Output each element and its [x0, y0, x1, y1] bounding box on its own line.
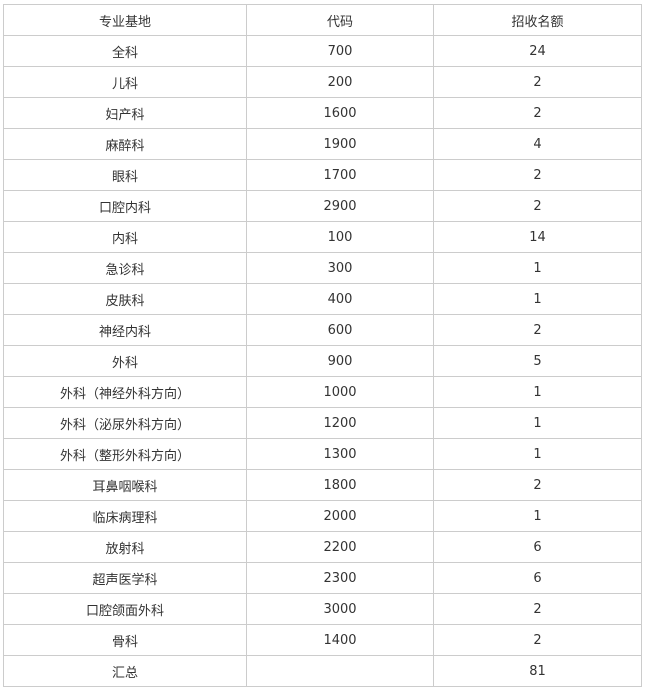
header-cell: 招收名额	[433, 4, 642, 36]
table-row: 外科（神经外科方向） 1000 1	[3, 376, 642, 408]
table-row: 耳鼻咽喉科 1800 2	[3, 469, 642, 501]
table-cell: 2	[433, 97, 642, 129]
table-cell: 妇产科	[3, 97, 247, 129]
table-row: 口腔颌面外科 3000 2	[3, 593, 642, 625]
table-cell: 眼科	[3, 159, 247, 191]
table-cell: 2	[433, 469, 642, 501]
table-cell: 3000	[246, 593, 434, 625]
table-cell: 外科（整形外科方向）	[3, 438, 247, 470]
table-cell: 2900	[246, 190, 434, 222]
table-cell: 1000	[246, 376, 434, 408]
table-cell: 6	[433, 562, 642, 594]
table-cell: 2	[433, 593, 642, 625]
table-row: 麻醉科 1900 4	[3, 128, 642, 160]
table-row: 全科 700 24	[3, 35, 642, 67]
table-row: 神经内科 600 2	[3, 314, 642, 346]
total-row: 汇总 81	[3, 655, 642, 687]
table-cell: 5	[433, 345, 642, 377]
table-cell: 麻醉科	[3, 128, 247, 160]
table-cell: 2200	[246, 531, 434, 563]
table-cell: 放射科	[3, 531, 247, 563]
table-row: 皮肤科 400 1	[3, 283, 642, 315]
table-cell: 2	[433, 624, 642, 656]
table-cell: 81	[433, 655, 642, 687]
table-cell: 外科	[3, 345, 247, 377]
table-cell: 900	[246, 345, 434, 377]
table-cell: 4	[433, 128, 642, 160]
table-row: 外科 900 5	[3, 345, 642, 377]
table-cell: 2	[433, 66, 642, 98]
table-cell: 14	[433, 221, 642, 253]
table-cell: 1700	[246, 159, 434, 191]
table-cell: 儿科	[3, 66, 247, 98]
table-cell	[246, 655, 434, 687]
table-cell: 700	[246, 35, 434, 67]
table-cell: 200	[246, 66, 434, 98]
table-cell: 1200	[246, 407, 434, 439]
table-row: 儿科 200 2	[3, 66, 642, 98]
table-cell: 600	[246, 314, 434, 346]
table-row: 眼科 1700 2	[3, 159, 642, 191]
table-cell: 2000	[246, 500, 434, 532]
table-row: 口腔内科 2900 2	[3, 190, 642, 222]
table-cell: 超声医学科	[3, 562, 247, 594]
table-cell: 400	[246, 283, 434, 315]
table-cell: 临床病理科	[3, 500, 247, 532]
table-cell: 骨科	[3, 624, 247, 656]
table-cell: 1	[433, 407, 642, 439]
table-row: 外科（整形外科方向） 1300 1	[3, 438, 642, 470]
table-row: 放射科 2200 6	[3, 531, 642, 563]
table-cell: 100	[246, 221, 434, 253]
table-cell: 1800	[246, 469, 434, 501]
table-cell: 1	[433, 252, 642, 284]
table-cell: 2	[433, 190, 642, 222]
header-cell: 专业基地	[3, 4, 247, 36]
table-cell: 1	[433, 500, 642, 532]
table-cell: 1300	[246, 438, 434, 470]
table-cell: 1400	[246, 624, 434, 656]
table-cell: 全科	[3, 35, 247, 67]
table-cell: 皮肤科	[3, 283, 247, 315]
table-cell: 内科	[3, 221, 247, 253]
table-cell: 1600	[246, 97, 434, 129]
enrollment-table: 专业基地 代码 招收名额 全科 700 24 儿科 200 2 妇产科 1600 2 麻醉科 190…	[3, 4, 642, 687]
table-cell: 2	[433, 159, 642, 191]
table-header-row: 专业基地 代码 招收名额	[3, 4, 642, 36]
table-cell: 外科（泌尿外科方向）	[3, 407, 247, 439]
table-row: 临床病理科 2000 1	[3, 500, 642, 532]
table-cell: 24	[433, 35, 642, 67]
table-cell: 2	[433, 314, 642, 346]
table-row: 急诊科 300 1	[3, 252, 642, 284]
table-row: 内科 100 14	[3, 221, 642, 253]
table-cell: 1	[433, 376, 642, 408]
header-cell: 代码	[246, 4, 434, 36]
table-cell: 口腔颌面外科	[3, 593, 247, 625]
table-row: 外科（泌尿外科方向） 1200 1	[3, 407, 642, 439]
table-row: 妇产科 1600 2	[3, 97, 642, 129]
table-cell: 300	[246, 252, 434, 284]
table-cell: 神经内科	[3, 314, 247, 346]
table-cell: 耳鼻咽喉科	[3, 469, 247, 501]
table-cell: 急诊科	[3, 252, 247, 284]
table-cell: 2300	[246, 562, 434, 594]
table-cell: 1	[433, 283, 642, 315]
table-cell: 外科（神经外科方向）	[3, 376, 247, 408]
table-cell: 口腔内科	[3, 190, 247, 222]
table-row: 超声医学科 2300 6	[3, 562, 642, 594]
table-cell: 1900	[246, 128, 434, 160]
table-row: 骨科 1400 2	[3, 624, 642, 656]
table-cell: 汇总	[3, 655, 247, 687]
table-cell: 6	[433, 531, 642, 563]
table-cell: 1	[433, 438, 642, 470]
